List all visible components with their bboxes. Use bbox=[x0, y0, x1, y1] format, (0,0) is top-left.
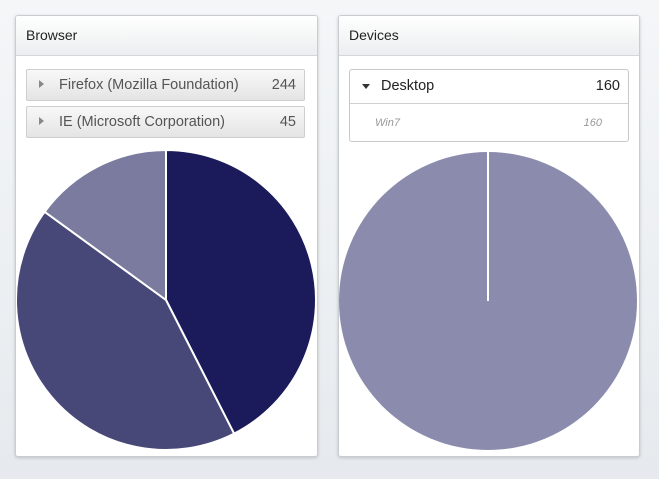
device-group-label: Desktop bbox=[381, 78, 435, 94]
browser-row-count: 244 bbox=[271, 77, 296, 93]
browser-pie-slice-0[interactable] bbox=[165, 150, 317, 435]
browser-row-label: IE (Microsoft Corporation) bbox=[59, 114, 225, 130]
browser-pie-chart bbox=[16, 150, 317, 451]
device-sub-item[interactable]: Win7 160 bbox=[350, 104, 628, 142]
devices-panel: Devices Desktop 160 Win7 160 bbox=[338, 15, 640, 457]
browser-row-label: Firefox (Mozilla Foundation) bbox=[59, 77, 239, 93]
device-group-header[interactable]: Desktop 160 bbox=[350, 70, 628, 104]
device-group-count: 160 bbox=[595, 78, 620, 94]
collapse-arrow-icon[interactable] bbox=[362, 84, 370, 89]
browser-row-firefox[interactable]: Firefox (Mozilla Foundation) 244 bbox=[26, 69, 305, 101]
device-group: Desktop 160 Win7 160 bbox=[349, 69, 629, 142]
device-sub-count: 160 bbox=[583, 117, 602, 129]
browser-panel: Browser Firefox (Mozilla Foundation) 244… bbox=[15, 15, 318, 457]
browser-pie-slice-2[interactable] bbox=[43, 150, 167, 301]
browser-panel-title: Browser bbox=[16, 16, 317, 56]
device-sub-label: Win7 bbox=[375, 117, 400, 129]
expand-arrow-icon[interactable] bbox=[39, 80, 44, 88]
devices-panel-title: Devices bbox=[339, 16, 639, 56]
browser-row-ie[interactable]: IE (Microsoft Corporation) 45 bbox=[26, 106, 305, 138]
expand-arrow-icon[interactable] bbox=[39, 117, 44, 125]
browser-row-count: 45 bbox=[279, 114, 296, 130]
browser-pie-slice-1[interactable] bbox=[16, 210, 236, 451]
devices-pie-chart bbox=[339, 152, 637, 450]
